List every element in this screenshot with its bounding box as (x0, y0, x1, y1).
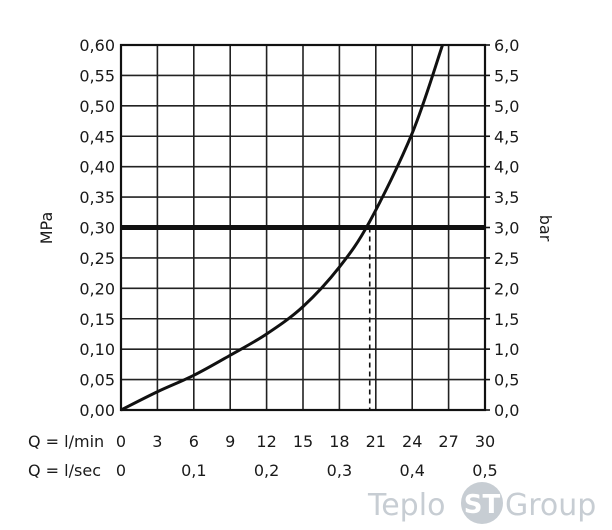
watermark-logo: Teplo ST Group (367, 482, 596, 524)
y-tick-label-left: 0,25 (79, 249, 115, 268)
y-tick-label-left: 0,05 (79, 371, 115, 390)
y-tick-label-right: 5,5 (494, 66, 519, 85)
x-tick-label-lsec: 0,4 (399, 461, 424, 480)
y-tick-label-left: 0,55 (79, 66, 115, 85)
y-axis-right-label: bar (536, 215, 555, 242)
x-tick-label-lsec: 0,3 (327, 461, 352, 480)
x-tick-label-lmin: 3 (152, 432, 162, 451)
x-tick-label-lmin: 21 (366, 432, 386, 451)
x-axis-lmin-ticks: 0 3 6 9 12 15 18 21 24 27 30 (116, 432, 495, 451)
y-tick-label-left: 0,60 (79, 36, 115, 55)
watermark-text-left: Teplo (367, 488, 445, 523)
y-tick-label-left: 0,10 (79, 340, 115, 359)
series-line (120, 44, 444, 412)
x-tick-label-lmin: 0 (116, 432, 126, 451)
y-tick-label-right: 5,0 (494, 97, 519, 116)
x-tick-label-lmin: 15 (293, 432, 313, 451)
y-tick-label-left: 0,30 (79, 219, 115, 238)
y-tick-label-right: 3,5 (494, 188, 519, 207)
x-tick-label-lmin: 6 (189, 432, 199, 451)
y-tick-label-right: 1,5 (494, 310, 519, 329)
y-tick-label-left: 0,35 (79, 188, 115, 207)
x-tick-label-lmin: 18 (329, 432, 349, 451)
y-tick-label-left: 0,50 (79, 97, 115, 116)
x-axis-lmin-label: Q = l/min (28, 432, 104, 451)
y-tick-label-right: 0,5 (494, 371, 519, 390)
watermark-badge-text: ST (464, 490, 501, 520)
x-tick-label-lsec: 0,1 (181, 461, 206, 480)
y-tick-label-right: 1,0 (494, 340, 519, 359)
x-axis-lsec-ticks: 0 0,1 0,2 0,3 0,4 0,5 (116, 461, 498, 480)
x-axis-lsec-label: Q = l/sec (28, 461, 101, 480)
y-tick-label-left: 0,45 (79, 127, 115, 146)
y-tick-label-right: 4,0 (494, 158, 519, 177)
watermark-text-right: Group (505, 488, 596, 523)
y-tick-label-right: 6,0 (494, 36, 519, 55)
x-tick-label-lsec: 0 (116, 461, 126, 480)
y-tick-label-right: 2,5 (494, 249, 519, 268)
x-tick-label-lsec: 0,5 (472, 461, 497, 480)
y-tick-label-right: 2,0 (494, 279, 519, 298)
y-axis-right-ticks: 0,0 0,5 1,0 1,5 2,0 2,5 3,0 3,5 4,0 4,5 5,0 5,5 6,0 (485, 36, 519, 420)
x-tick-label-lmin: 12 (256, 432, 276, 451)
x-tick-label-lmin: 27 (438, 432, 458, 451)
y-tick-label-right: 4,5 (494, 127, 519, 146)
y-tick-label-left: 0,00 (79, 401, 115, 420)
x-tick-label-lsec: 0,2 (254, 461, 279, 480)
y-tick-label-right: 3,0 (494, 219, 519, 238)
reference-line-group (121, 225, 485, 410)
y-tick-label-left: 0,15 (79, 310, 115, 329)
x-tick-label-lmin: 30 (475, 432, 495, 451)
series-group (120, 44, 444, 412)
x-tick-label-lmin: 9 (225, 432, 235, 451)
y-axis-left-label: MPa (37, 212, 56, 245)
y-tick-label-left: 0,20 (79, 279, 115, 298)
x-tick-label-lmin: 24 (402, 432, 422, 451)
watermark-badge-icon (461, 482, 503, 524)
y-tick-label-left: 0,40 (79, 158, 115, 177)
y-axis-left-ticks: 0,00 0,05 0,10 0,15 0,20 0,25 0,30 0,35 0,40 0,45… (79, 36, 115, 420)
y-tick-label-right: 0,0 (494, 401, 519, 420)
